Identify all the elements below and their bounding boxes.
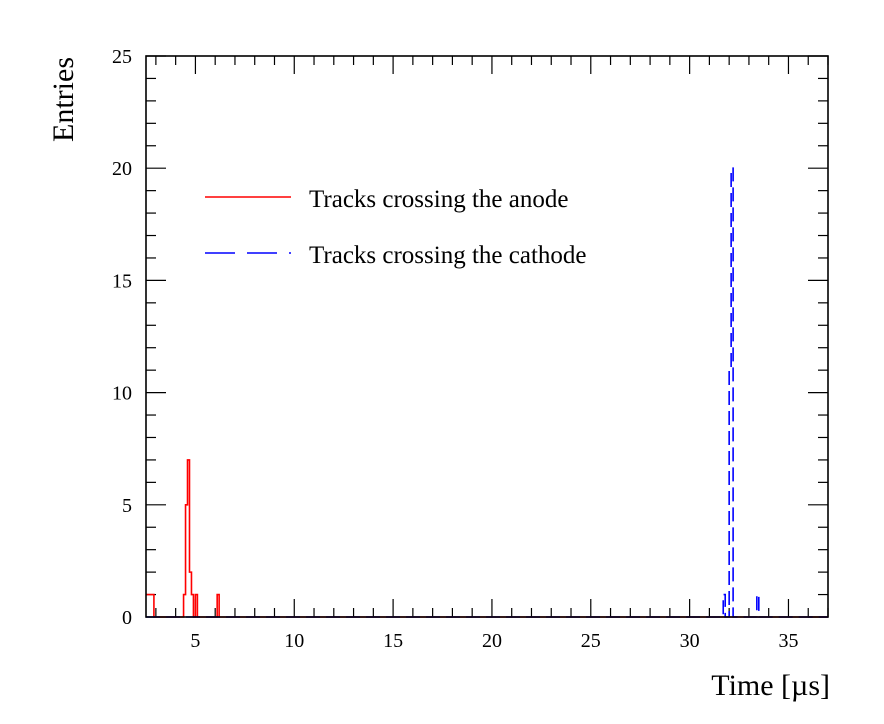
x-axis-title: Time [µs] <box>711 669 830 702</box>
x-tick-label: 5 <box>190 630 200 652</box>
x-tick-label: 15 <box>383 630 403 652</box>
x-tick-label: 10 <box>284 630 304 652</box>
plot-frame <box>145 55 829 618</box>
y-axis-title: Entries <box>47 57 80 142</box>
y-tick-label: 25 <box>112 46 132 68</box>
x-tick-label: 20 <box>482 630 502 652</box>
tick-labels: 5 10 15 20 25 30 35 0 5 10 15 20 25 <box>112 46 798 652</box>
legend-label-anode: Tracks crossing the anode <box>309 186 568 213</box>
legend-label-cathode: Tracks crossing the cathode <box>309 242 587 269</box>
axis-ticks <box>146 55 829 618</box>
legend: Tracks crossing the anode Tracks crossin… <box>205 186 587 269</box>
x-tick-label: 35 <box>778 630 798 652</box>
y-tick-label: 0 <box>122 607 132 629</box>
histogram-line-anode <box>146 459 828 618</box>
y-tick-label: 5 <box>122 495 132 517</box>
y-tick-label: 10 <box>112 383 132 405</box>
histogram-line-cathode <box>146 167 828 618</box>
x-tick-label: 30 <box>680 630 700 652</box>
x-tick-label: 25 <box>581 630 601 652</box>
histogram-series <box>146 167 828 618</box>
y-tick-label: 15 <box>112 270 132 292</box>
y-tick-label: 20 <box>112 158 132 180</box>
